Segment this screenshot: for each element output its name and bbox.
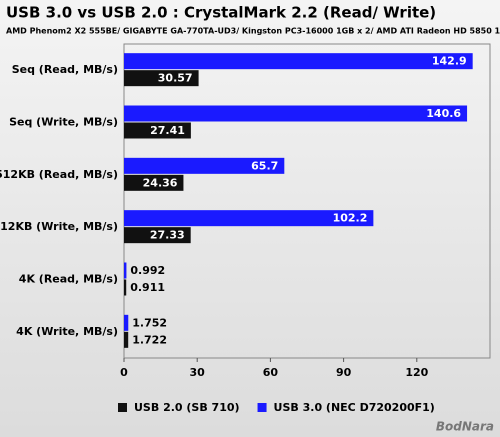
watermark: BodNara	[436, 420, 494, 434]
value-label: 0.992	[130, 264, 165, 277]
bar	[124, 53, 473, 70]
legend-label: USB 2.0 (SB 710)	[134, 401, 240, 414]
bar	[124, 105, 468, 122]
y-tick-label: 4K (Read, MB/s)	[19, 273, 118, 286]
value-label: 24.36	[143, 176, 178, 189]
bar	[124, 174, 184, 191]
value-label: 142.9	[432, 55, 467, 68]
bar	[124, 122, 191, 139]
plot-frame	[123, 43, 491, 359]
legend-label: USB 3.0 (NEC D720200F1)	[274, 401, 435, 414]
x-tick-label: 0	[120, 366, 128, 379]
x-tick-label: 120	[405, 366, 428, 379]
bar	[124, 262, 127, 279]
bar	[124, 314, 129, 331]
value-label: 140.6	[426, 107, 461, 120]
legend-swatch	[257, 403, 267, 412]
chart-subtitle: AMD Phenom2 X2 555BE/ GIGABYTE GA-770TA-…	[6, 27, 500, 36]
value-label: 30.57	[158, 72, 193, 85]
y-tick-label: 4K (Write, MB/s)	[16, 325, 118, 338]
bar	[124, 279, 127, 296]
x-tick-label: 30	[190, 366, 206, 379]
bar	[124, 70, 199, 87]
y-tick-label: Seq (Write, MB/s)	[9, 116, 118, 129]
bar	[124, 210, 374, 227]
value-label: 27.33	[150, 229, 185, 242]
x-tick-label: 60	[263, 366, 279, 379]
bar	[124, 157, 285, 174]
y-tick-label: 512KB (Read, MB/s)	[0, 168, 118, 181]
value-label: 27.41	[150, 124, 185, 137]
value-label: 65.7	[251, 159, 278, 172]
value-label: 1.722	[132, 333, 167, 346]
bar	[124, 331, 129, 348]
value-label: 102.2	[333, 212, 368, 225]
x-tick-label: 90	[336, 366, 352, 379]
value-label: 0.911	[130, 281, 165, 294]
value-label: 1.752	[132, 316, 167, 329]
chart-title: USB 3.0 vs USB 2.0 : CrystalMark 2.2 (Re…	[6, 4, 436, 22]
y-tick-label: 512KB (Write, MB/s)	[0, 220, 118, 233]
legend-swatch	[118, 403, 127, 412]
bar	[124, 227, 191, 244]
y-tick-label: Seq (Read, MB/s)	[12, 63, 118, 76]
